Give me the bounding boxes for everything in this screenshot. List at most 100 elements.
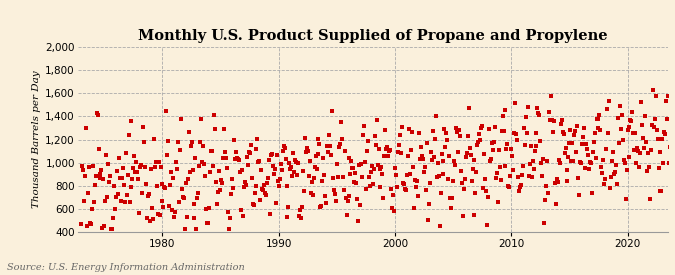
Point — [413, 194, 424, 198]
Point — [207, 149, 217, 153]
Point — [535, 138, 546, 143]
Point — [286, 165, 297, 169]
Point — [96, 168, 107, 172]
Point — [362, 139, 373, 143]
Point — [274, 177, 285, 181]
Point — [571, 150, 582, 154]
Point — [634, 165, 645, 170]
Point — [223, 209, 234, 214]
Point — [496, 129, 507, 133]
Point — [427, 158, 437, 163]
Point — [578, 134, 589, 139]
Point — [470, 190, 481, 195]
Point — [636, 100, 647, 104]
Point — [111, 168, 122, 173]
Point — [612, 182, 622, 187]
Point — [576, 142, 587, 146]
Point — [106, 227, 117, 231]
Point — [512, 138, 522, 142]
Point — [76, 222, 86, 226]
Point — [257, 187, 268, 191]
Point — [122, 193, 132, 197]
Point — [598, 158, 609, 162]
Point — [207, 164, 218, 168]
Point — [193, 191, 204, 195]
Point — [95, 175, 106, 180]
Point — [437, 159, 448, 163]
Point — [630, 131, 641, 135]
Point — [360, 186, 371, 191]
Point — [543, 109, 554, 114]
Point — [482, 222, 493, 227]
Point — [431, 175, 442, 179]
Point — [216, 180, 227, 185]
Point — [307, 193, 318, 197]
Point — [186, 140, 197, 144]
Point — [205, 170, 215, 175]
Point — [394, 142, 404, 147]
Point — [116, 176, 127, 180]
Point — [302, 148, 313, 153]
Point — [267, 163, 278, 168]
Point — [102, 195, 113, 199]
Point — [104, 180, 115, 184]
Point — [374, 166, 385, 171]
Point — [411, 185, 422, 189]
Point — [146, 206, 157, 210]
Point — [258, 187, 269, 192]
Point — [479, 152, 489, 156]
Point — [168, 176, 179, 180]
Point — [558, 131, 569, 136]
Point — [336, 137, 347, 141]
Point — [198, 144, 209, 148]
Point — [448, 178, 458, 183]
Point — [154, 213, 165, 217]
Point — [115, 176, 126, 180]
Point — [202, 221, 213, 225]
Point — [340, 149, 350, 153]
Point — [173, 140, 184, 144]
Point — [80, 173, 90, 178]
Point — [125, 185, 136, 189]
Point — [461, 151, 472, 155]
Point — [259, 183, 269, 187]
Point — [531, 131, 542, 135]
Point — [638, 136, 649, 141]
Point — [148, 137, 159, 141]
Point — [559, 151, 570, 155]
Point — [505, 174, 516, 178]
Point — [616, 113, 627, 118]
Point — [151, 160, 161, 165]
Point — [478, 186, 489, 190]
Point — [381, 147, 392, 151]
Point — [175, 147, 186, 152]
Point — [358, 133, 369, 138]
Point — [595, 128, 606, 133]
Point — [562, 178, 573, 183]
Point — [312, 136, 323, 141]
Point — [391, 172, 402, 177]
Point — [225, 216, 236, 220]
Point — [594, 113, 605, 117]
Point — [475, 138, 486, 142]
Point — [226, 192, 237, 196]
Point — [629, 148, 640, 152]
Point — [281, 184, 292, 189]
Point — [398, 181, 408, 185]
Point — [590, 156, 601, 161]
Point — [558, 130, 568, 134]
Point — [140, 182, 151, 186]
Point — [296, 215, 306, 220]
Point — [265, 153, 276, 157]
Point — [641, 169, 652, 174]
Point — [227, 177, 238, 181]
Point — [151, 184, 162, 188]
Point — [369, 134, 380, 138]
Point — [429, 155, 439, 159]
Point — [105, 174, 115, 178]
Point — [449, 159, 460, 163]
Point — [100, 199, 111, 203]
Point — [532, 106, 543, 111]
Point — [440, 145, 451, 149]
Point — [153, 212, 163, 216]
